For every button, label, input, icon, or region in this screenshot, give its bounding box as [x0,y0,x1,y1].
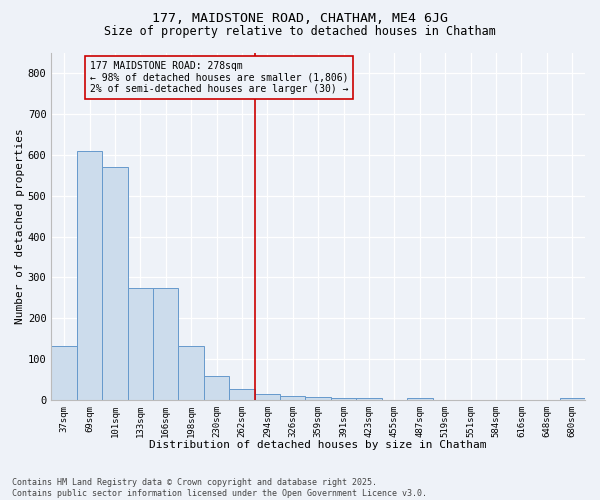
Y-axis label: Number of detached properties: Number of detached properties [15,128,25,324]
Bar [305,397,331,400]
Bar [77,150,102,400]
Bar [356,398,382,400]
Bar [153,288,178,400]
Bar [254,394,280,400]
Text: Contains HM Land Registry data © Crown copyright and database right 2025.
Contai: Contains HM Land Registry data © Crown c… [12,478,427,498]
Bar [229,388,254,400]
Bar [280,396,305,400]
Bar [204,376,229,400]
Bar [407,398,433,400]
Text: Size of property relative to detached houses in Chatham: Size of property relative to detached ho… [104,25,496,38]
Bar [560,398,585,400]
Bar [178,346,204,400]
Text: 177, MAIDSTONE ROAD, CHATHAM, ME4 6JG: 177, MAIDSTONE ROAD, CHATHAM, ME4 6JG [152,12,448,26]
X-axis label: Distribution of detached houses by size in Chatham: Distribution of detached houses by size … [149,440,487,450]
Text: 177 MAIDSTONE ROAD: 278sqm
← 98% of detached houses are smaller (1,806)
2% of se: 177 MAIDSTONE ROAD: 278sqm ← 98% of deta… [89,60,348,94]
Bar [128,288,153,400]
Bar [102,167,128,400]
Bar [331,398,356,400]
Bar [52,346,77,400]
